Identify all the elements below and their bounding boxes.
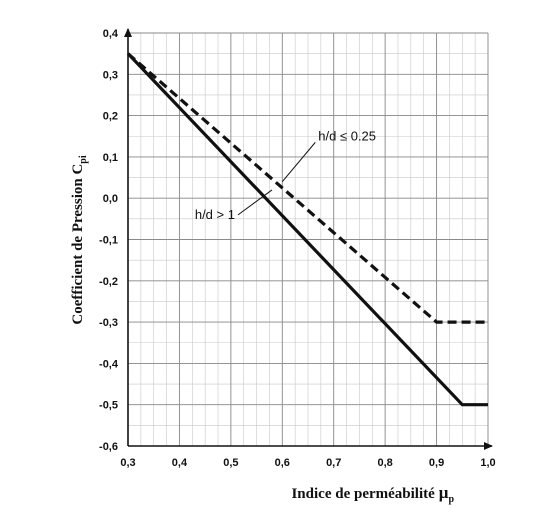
y-tick-label: 0,1 bbox=[103, 152, 118, 164]
y-tick-label: -0,1 bbox=[99, 235, 118, 247]
annotation-label: h/d ≤ 0.25 bbox=[318, 128, 376, 143]
y-tick-label: 0,3 bbox=[103, 69, 118, 81]
y-axis-title-text: Coefficient de Pression C bbox=[70, 164, 86, 325]
x-axis-title-symbol: μ bbox=[439, 483, 449, 502]
x-tick-label: 1,0 bbox=[480, 457, 495, 469]
annotation-leader bbox=[281, 142, 316, 183]
x-tick-label: 0,7 bbox=[326, 457, 341, 469]
y-tick-label: 0,2 bbox=[103, 111, 118, 123]
y-tick-label: -0,3 bbox=[99, 317, 118, 329]
y-tick-label: -0,4 bbox=[99, 358, 119, 370]
x-tick-label: 0,6 bbox=[275, 457, 290, 469]
y-tick-label: -0,5 bbox=[99, 400, 118, 412]
tick-labels: 0,3 0,4 0,5 0,6 0,7 0,8 0,9 1,0 0,4 0,3 0,2 0,1 0,0 -… bbox=[99, 28, 496, 469]
grid bbox=[127, 32, 489, 447]
x-tick-label: 0,8 bbox=[377, 457, 392, 469]
x-tick-label: 0,4 bbox=[172, 457, 188, 469]
series-line-solid bbox=[126, 52, 488, 407]
annotation-leader bbox=[237, 189, 273, 216]
x-tick-label: 0,5 bbox=[223, 457, 238, 469]
y-tick-label: 0,0 bbox=[103, 193, 118, 205]
series-lines bbox=[126, 52, 488, 407]
x-axis-title-subscript: p bbox=[448, 494, 454, 505]
x-tick-label: 0,3 bbox=[120, 457, 135, 469]
y-tick-label: -0,2 bbox=[99, 276, 118, 288]
x-axis-title: Indice de perméabilité μp bbox=[291, 483, 454, 505]
y-tick-label: 0,4 bbox=[103, 28, 119, 40]
y-tick-label: -0,6 bbox=[99, 441, 118, 453]
x-axis-arrow bbox=[484, 442, 493, 450]
series-line-dashed bbox=[126, 52, 488, 324]
x-axis-title-text: Indice de perméabilité bbox=[291, 486, 435, 502]
x-tick-label: 0,9 bbox=[429, 457, 444, 469]
annotation-label: h/d > 1 bbox=[195, 207, 235, 222]
annotations: h/d ≤ 0.25 h/d > 1 bbox=[195, 128, 376, 221]
y-axis-title-subscript: pi bbox=[78, 155, 89, 164]
axes bbox=[124, 28, 493, 450]
y-axis-title: Coefficient de Pression Cpi bbox=[70, 155, 89, 325]
y-axis-arrow bbox=[124, 28, 132, 37]
